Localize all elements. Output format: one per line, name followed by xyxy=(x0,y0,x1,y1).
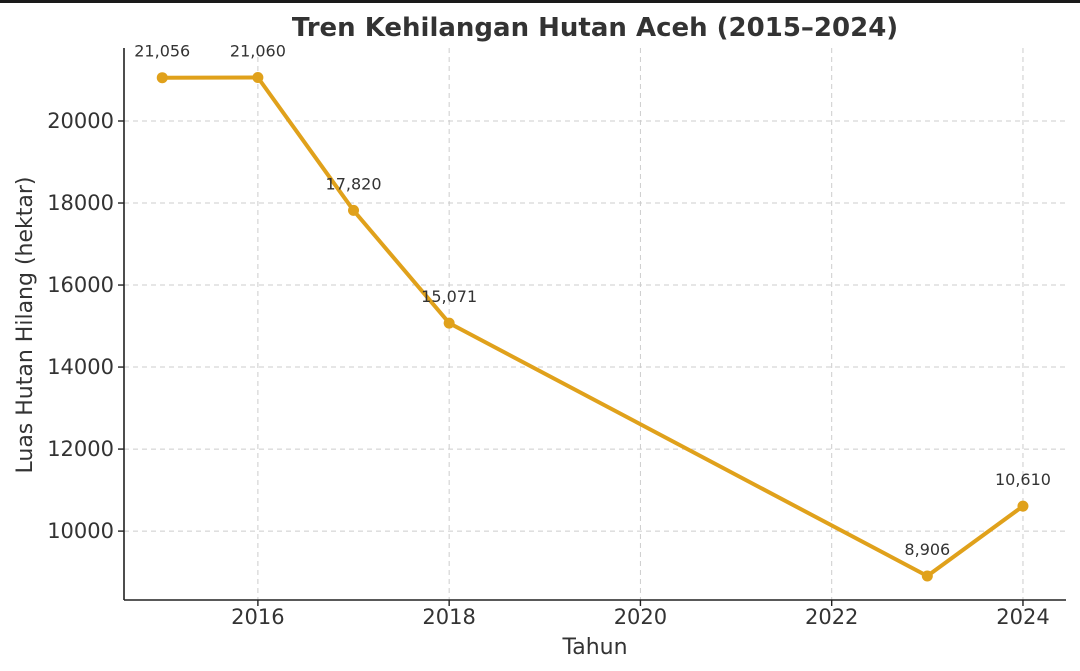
series xyxy=(156,72,1029,582)
y-tick-label: 12000 xyxy=(47,437,114,461)
x-tick-label: 2022 xyxy=(805,605,858,629)
data-point xyxy=(252,72,264,84)
x-tick-label: 2018 xyxy=(422,605,475,629)
data-label: 21,056 xyxy=(134,42,190,61)
data-label: 17,820 xyxy=(326,174,382,193)
data-label: 10,610 xyxy=(995,470,1051,489)
chart-title: Tren Kehilangan Hutan Aceh (2015–2024) xyxy=(292,13,898,43)
x-tick-label: 2020 xyxy=(614,605,667,629)
data-point xyxy=(348,204,360,216)
data-label: 15,071 xyxy=(421,287,477,306)
tick-marks: 2016 2018 2020 2022 2024 10000 12000 14000 16000… xyxy=(47,109,1050,629)
data-point xyxy=(921,570,933,582)
data-point xyxy=(443,317,455,329)
y-tick-label: 10000 xyxy=(47,519,114,543)
x-axis-label: Tahun xyxy=(561,635,627,660)
y-tick-label: 18000 xyxy=(47,191,114,215)
axes xyxy=(123,48,1066,601)
x-tick-label: 2016 xyxy=(231,605,284,629)
y-axis-label: Luas Hutan Hilang (hektar) xyxy=(13,177,38,474)
y-tick-label: 16000 xyxy=(47,273,114,297)
data-point xyxy=(156,72,168,84)
data-labels: 21,056 21,060 17,820 15,071 8,906 10,610 xyxy=(134,42,1051,559)
grid-lines xyxy=(124,48,1066,600)
series-line xyxy=(162,75,1025,578)
top-border xyxy=(0,0,1080,3)
data-point xyxy=(1017,500,1029,512)
data-label: 21,060 xyxy=(230,42,286,61)
x-tick-label: 2024 xyxy=(996,605,1049,629)
data-label: 8,906 xyxy=(904,540,950,559)
y-tick-label: 14000 xyxy=(47,355,114,379)
y-tick-label: 20000 xyxy=(47,109,114,133)
